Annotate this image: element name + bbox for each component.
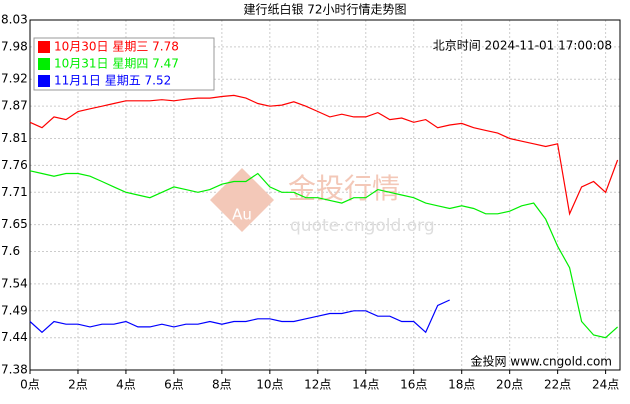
x-tick-label: 22点 <box>544 378 571 392</box>
y-tick-label: 7.54 <box>1 276 28 290</box>
y-tick-label: 7.87 <box>1 99 28 113</box>
series-line <box>29 170 619 339</box>
x-tick-label: 8点 <box>212 378 232 392</box>
x-tick-label: 16点 <box>400 378 427 392</box>
x-tick-label: 2点 <box>68 378 88 392</box>
x-tick-label: 10点 <box>256 378 283 392</box>
watermark-logo <box>210 168 274 232</box>
legend-label: 11月1日 星期五 7.52 <box>54 74 171 88</box>
x-tick-label: 18点 <box>448 378 475 392</box>
x-tick-label: 4点 <box>116 378 136 392</box>
x-tick-label: 20点 <box>496 378 523 392</box>
series-line <box>29 299 450 334</box>
series-line <box>29 94 619 216</box>
watermark-text: 金投行情 <box>288 172 400 205</box>
y-tick-label: 7.92 <box>1 72 28 86</box>
y-tick-label: 7.38 <box>1 363 28 377</box>
x-tick-label: 24点 <box>592 378 619 392</box>
watermark-au: Au <box>232 206 252 224</box>
y-tick-label: 7.81 <box>1 131 28 145</box>
y-tick-label: 7.71 <box>1 185 28 199</box>
y-tick-label: 7.98 <box>1 39 28 53</box>
watermark: Au 金投行情 quote.cngold.org <box>210 168 435 236</box>
y-tick-label: 7.44 <box>1 330 28 344</box>
plot-frame <box>29 19 621 371</box>
watermark-url: quote.cngold.org <box>290 216 435 236</box>
legend-box <box>33 37 215 91</box>
y-tick-label: 7.6 <box>1 244 20 258</box>
x-tick-label: 12点 <box>304 378 331 392</box>
timestamp: 北京时间 2024-11-01 17:00:08 <box>433 39 612 53</box>
x-tick-label: 14点 <box>352 378 379 392</box>
x-tick-label: 6点 <box>164 378 184 392</box>
y-tick-label: 8.03 <box>1 13 28 27</box>
footer: 金投网 www.cngold.com <box>470 354 612 369</box>
chart-title: 建行纸白银 72小时行情走势图 <box>243 2 406 17</box>
y-tick-label: 7.65 <box>1 217 28 231</box>
legend-swatch <box>38 58 50 70</box>
legend-swatch <box>38 75 50 87</box>
y-tick-label: 7.76 <box>1 158 28 172</box>
legend-swatch <box>38 41 50 53</box>
x-tick-label: 0点 <box>20 378 40 392</box>
legend-label: 10月31日 星期四 7.47 <box>54 57 179 71</box>
y-tick-label: 7.49 <box>1 303 28 317</box>
legend-label: 10月30日 星期三 7.78 <box>54 40 179 54</box>
